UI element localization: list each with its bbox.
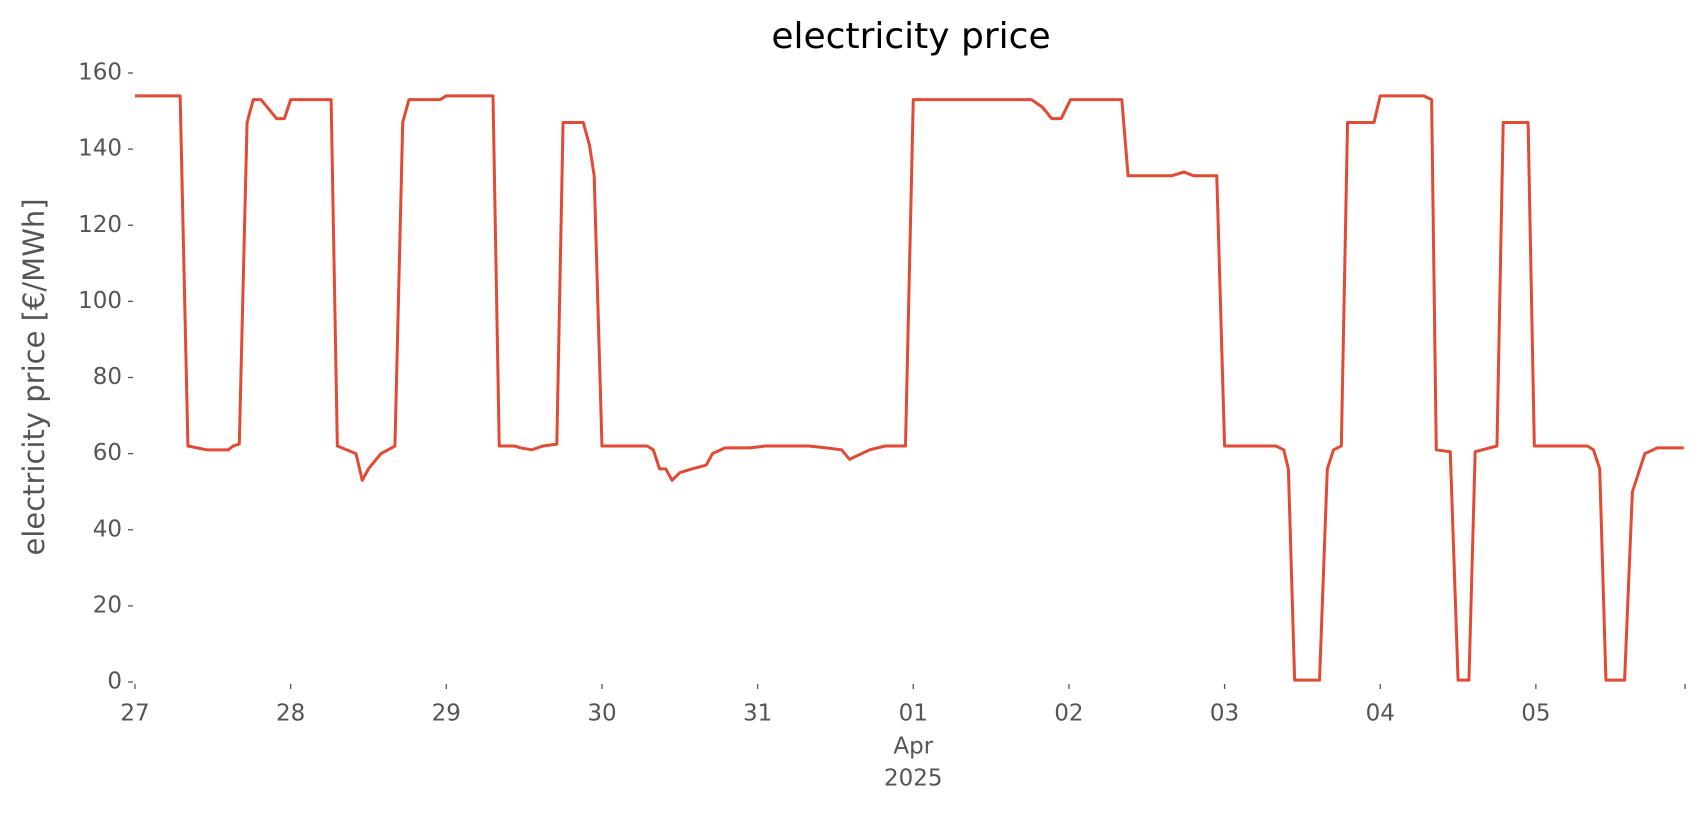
y-tick-label: 120: [78, 212, 122, 238]
y-axis-label: electricity price [€/MWh]: [17, 198, 51, 555]
y-tick-label: 0: [107, 669, 122, 695]
x-tick-sublabel: 2025: [884, 766, 943, 792]
y-tick-label: 80: [93, 364, 122, 390]
x-tick-label: 27: [120, 701, 149, 727]
y-tick-label: 100: [78, 288, 122, 314]
x-tick-label: 28: [276, 701, 305, 727]
y-tick-label: 140: [78, 136, 122, 162]
y-tick-label: 160: [78, 60, 122, 86]
x-tick-sublabel: Apr: [893, 734, 933, 760]
y-tick-label: 40: [93, 516, 122, 542]
price-line: [135, 94, 1684, 682]
x-tick-label: 30: [587, 701, 616, 727]
x-tick-label: 04: [1366, 701, 1395, 727]
x-tick-label: 01: [899, 701, 928, 727]
x-tick-label: 31: [743, 701, 772, 727]
y-tick-label: 20: [93, 592, 122, 618]
x-tick-label: 02: [1054, 701, 1083, 727]
x-tick-label: 29: [432, 701, 461, 727]
y-tick-label: 60: [93, 440, 122, 466]
x-tick-label: 03: [1210, 701, 1239, 727]
x-tick-label: 05: [1521, 701, 1550, 727]
chart-title: electricity price: [771, 16, 1050, 57]
